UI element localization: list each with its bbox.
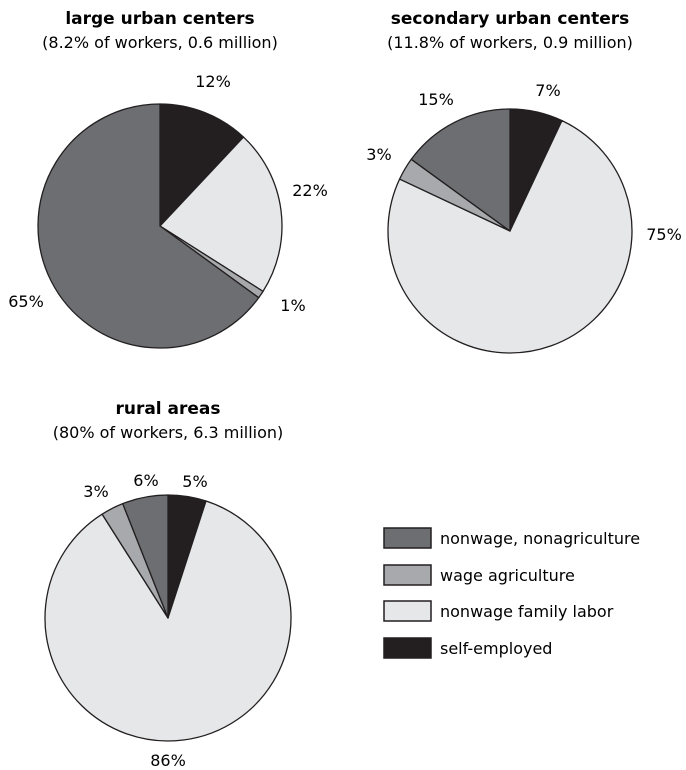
pie-subtitle-large-urban: (8.2% of workers, 0.6 million) <box>42 33 278 52</box>
legend-label-nonwage-nonagriculture: nonwage, nonagriculture <box>440 529 640 548</box>
pie-label-large-urban-nonwage-family-labor: 22% <box>292 181 328 200</box>
legend-item-self-employed: self-employed <box>383 637 552 659</box>
pie-slice-rural-nonwage-family-labor <box>44 500 292 742</box>
pie-label-secondary-urban-nonwage-family-labor: 75% <box>646 225 682 244</box>
pie-slice-secondary-urban-nonwage-nonagriculture <box>410 108 511 232</box>
pie-slice-large-urban-nonwage-nonagriculture <box>37 103 260 349</box>
pie-label-large-urban-self-employed: 12% <box>195 72 231 91</box>
legend-swatch-wage-agriculture <box>383 564 432 586</box>
pie-large-urban: large urban centers (8.2% of workers, 0.… <box>8 9 328 349</box>
legend-item-wage-agriculture: wage agriculture <box>383 564 575 586</box>
pie-label-secondary-urban-self-employed: 7% <box>535 81 560 100</box>
pie-label-rural-nonwage-family-labor: 86% <box>150 751 186 770</box>
pie-label-rural-nonwage-nonagriculture: 6% <box>133 471 158 490</box>
pie-subtitle-secondary-urban: (11.8% of workers, 0.9 million) <box>387 33 633 52</box>
pie-slice-large-urban-nonwage-family-labor <box>159 136 283 293</box>
pie-title-secondary-urban: secondary urban centers <box>391 9 630 29</box>
legend-label-self-employed: self-employed <box>440 639 552 658</box>
legend-swatch-self-employed <box>383 637 432 659</box>
pie-title-rural: rural areas <box>115 399 220 419</box>
pie-label-secondary-urban-wage-agriculture: 3% <box>366 145 391 164</box>
legend-item-nonwage-nonagriculture: nonwage, nonagriculture <box>383 527 640 549</box>
pie-rural: rural areas (80% of workers, 6.3 million… <box>44 399 292 770</box>
pie-subtitle-rural: (80% of workers, 6.3 million) <box>53 423 284 442</box>
legend-swatch-nonwage-nonagriculture <box>383 527 432 549</box>
legend-swatch-nonwage-family-labor <box>383 600 432 622</box>
legend-label-nonwage-family-labor: nonwage family labor <box>440 602 614 621</box>
pie-slice-rural-nonwage-nonagriculture <box>122 494 169 619</box>
pie-title-large-urban: large urban centers <box>65 9 254 29</box>
pie-secondary-urban: secondary urban centers (11.8% of worker… <box>366 9 682 354</box>
pie-label-rural-self-employed: 5% <box>182 472 207 491</box>
legend-label-wage-agriculture: wage agriculture <box>440 566 575 585</box>
pie-label-rural-wage-agriculture: 3% <box>83 482 108 501</box>
pie-slice-secondary-urban-nonwage-family-labor <box>387 119 633 354</box>
pie-label-secondary-urban-nonwage-nonagriculture: 15% <box>418 90 454 109</box>
legend-item-nonwage-family-labor: nonwage family labor <box>383 600 614 622</box>
legend: nonwage, nonagriculture wage agriculture… <box>383 527 640 659</box>
pie-label-large-urban-nonwage-nonagriculture: 65% <box>8 292 44 311</box>
pie-label-large-urban-wage-agriculture: 1% <box>280 296 305 315</box>
pie-slice-large-urban-self-employed <box>159 103 245 227</box>
